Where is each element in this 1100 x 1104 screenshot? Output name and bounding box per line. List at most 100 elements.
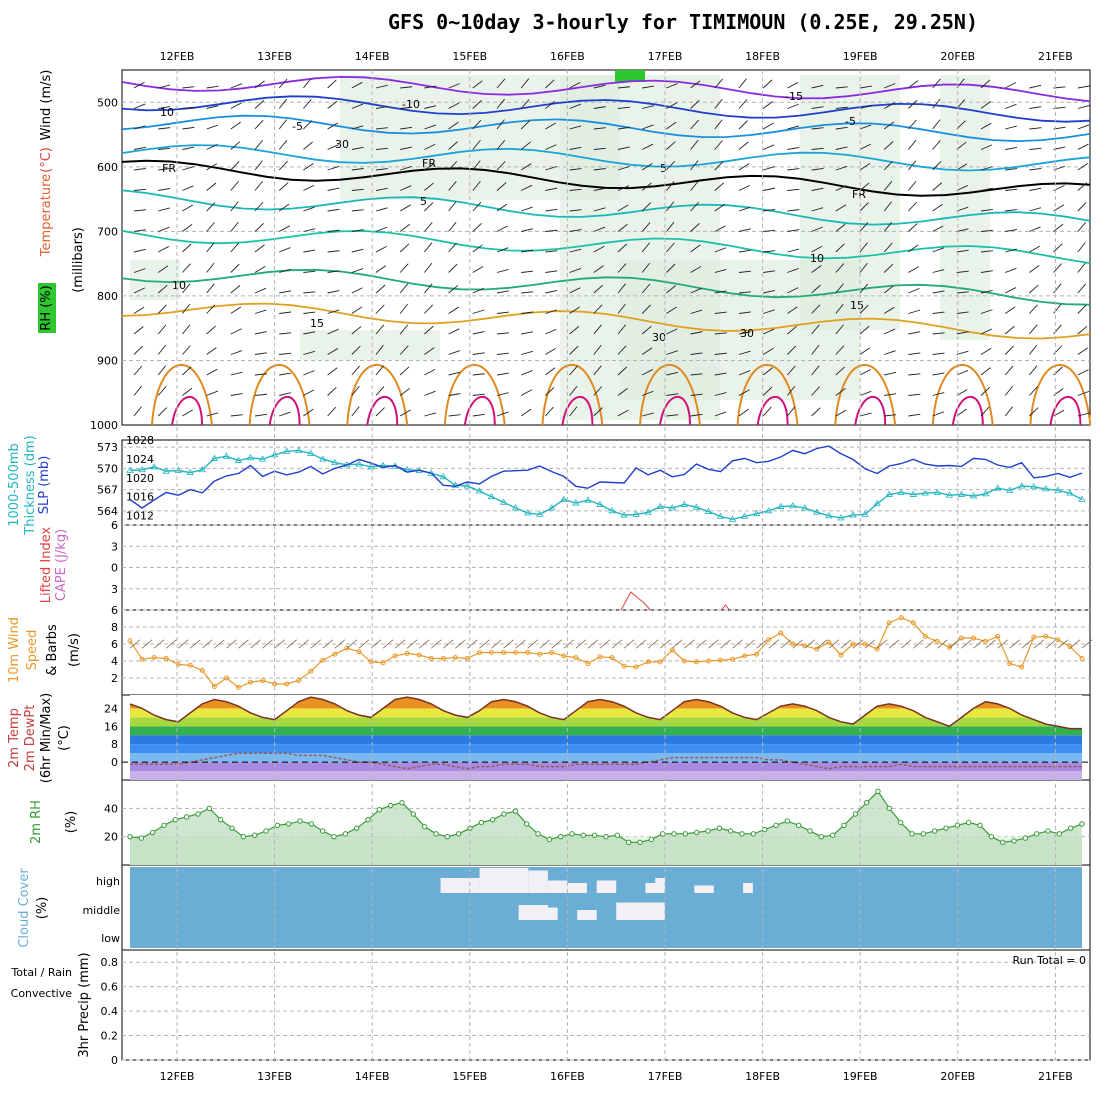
thickness-marker (1018, 482, 1026, 489)
wind-barb (375, 168, 388, 171)
cloud-label-low: low (101, 932, 120, 945)
wind-speed-marker (549, 650, 555, 655)
wind-barb (254, 287, 267, 294)
thickness-marker (789, 502, 797, 509)
wind-barb (278, 225, 290, 232)
wind-speed-marker (717, 657, 723, 663)
wind-barb (279, 290, 292, 294)
wind-barb (545, 229, 558, 232)
contour-label: FR (852, 188, 866, 201)
wind-barb (375, 187, 388, 191)
thickness-marker (355, 460, 363, 467)
thickness-marker (295, 446, 303, 454)
wind-barb (932, 269, 945, 273)
wind-speed-marker (1007, 661, 1013, 667)
wind-barb (641, 242, 651, 253)
wind-barb (133, 229, 146, 232)
wind-barb (182, 243, 192, 253)
wind-barb (157, 386, 167, 396)
wind-barb (1077, 222, 1086, 232)
cloud-cell-high (645, 883, 665, 893)
wind-barb-10m (238, 639, 249, 649)
wind-barb (763, 208, 776, 212)
wind-barb (182, 146, 195, 150)
thickness-tick-label: 564 (97, 505, 118, 518)
wind-barb (351, 406, 360, 417)
wind-barb (738, 291, 751, 294)
wind-barb (738, 270, 751, 273)
wind-barb-10m (165, 639, 177, 649)
thickness-marker (511, 504, 520, 511)
wind-speed-marker (392, 653, 398, 659)
isotherm-loop-magenta (659, 395, 691, 426)
thickness-marker (1030, 482, 1038, 490)
wind-barb (472, 99, 482, 109)
wind-barb (690, 160, 699, 171)
wind-barb (278, 161, 288, 171)
wind-barb-10m (491, 639, 502, 649)
wind-barb-10m (1021, 639, 1033, 649)
thickness-marker (620, 511, 628, 518)
wind-barb (351, 229, 364, 232)
thickness-marker (548, 504, 556, 511)
wind-barb (980, 328, 993, 335)
wind-barb (206, 262, 215, 273)
wind-barb (980, 386, 990, 396)
wind-speed-marker (404, 650, 410, 656)
wind-barb (617, 283, 626, 294)
wind-speed-marker (609, 655, 615, 661)
wind-barb (351, 326, 362, 335)
wind-barb (1029, 226, 1041, 232)
thickness-marker (596, 500, 604, 507)
wind-barb (375, 365, 384, 376)
wind-barb (520, 163, 532, 171)
wind-barb (956, 311, 969, 314)
rh-marker (501, 811, 507, 817)
rh-marker (716, 825, 723, 831)
wind-barb (932, 332, 945, 335)
wind-barb-10m (334, 639, 346, 649)
wind-barb (787, 306, 798, 314)
wind-barb (859, 242, 868, 253)
wind-barb (496, 161, 506, 171)
wind-barb (593, 226, 606, 232)
label-total-rain: Total / Rain (10, 966, 72, 979)
wind-barb-10m (503, 639, 514, 649)
wind-barb (883, 285, 894, 294)
wind-barb (714, 225, 726, 232)
wind-barb (762, 347, 774, 355)
wind-barb (980, 187, 993, 191)
rh-marker (761, 826, 768, 833)
cloud-cell-middle (616, 902, 665, 920)
wind-barb (230, 414, 243, 417)
wind-barb-10m (298, 639, 309, 649)
wind-barb (884, 83, 896, 89)
thickness-marker (162, 467, 170, 474)
wind-barb (980, 347, 992, 355)
thickness-marker (439, 473, 448, 480)
wind-barb (714, 352, 727, 355)
temp-band (130, 753, 1082, 763)
wind-barb (835, 243, 845, 253)
slp-line (129, 445, 1083, 509)
wind-barb (714, 203, 725, 212)
date-label-bottom: 20FEB (940, 1070, 975, 1083)
wind-barb (642, 143, 654, 150)
wind-barb (521, 370, 533, 376)
rh-marker (988, 833, 995, 840)
wind-barb (908, 393, 921, 396)
wind-speed-marker (573, 655, 579, 661)
thickness-marker (1054, 486, 1062, 493)
wind-barb (133, 268, 146, 273)
wind-barb (932, 411, 945, 417)
isotherm-loop-magenta (366, 395, 399, 426)
wind-barb (254, 266, 266, 273)
wind-barb (182, 185, 194, 191)
wind-barb (859, 105, 872, 109)
date-label-bottom: 14FEB (355, 1070, 390, 1083)
rh-marker (478, 819, 485, 826)
rh-tick-label: 40 (104, 802, 118, 815)
thickness-marker (644, 508, 652, 515)
wind-barb (883, 121, 895, 130)
